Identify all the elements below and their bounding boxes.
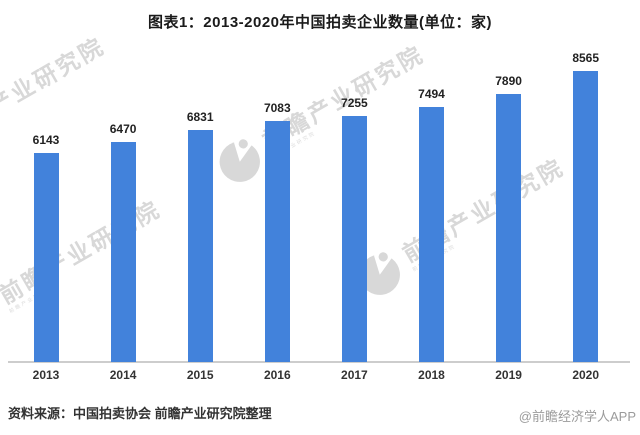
value-label-2019: 7890	[495, 74, 522, 88]
bar-2019	[496, 94, 522, 362]
bar-2016	[264, 121, 290, 362]
chart-title: 图表1：2013-2020年中国拍卖企业数量(单位：家)	[147, 14, 493, 31]
x-tick-label-2013: 2013	[32, 368, 60, 382]
x-tick-label-2017: 2017	[341, 368, 368, 382]
value-label-2020: 8565	[572, 51, 600, 65]
watermark: 前瞻产业研究院 前瞻产业研究院	[350, 149, 576, 305]
value-label-2015: 6831	[186, 110, 214, 124]
x-axis-line	[8, 361, 630, 363]
bar-2020	[573, 71, 599, 362]
x-tick-label-2020: 2020	[572, 368, 600, 382]
bar-2015	[187, 130, 213, 362]
bar-2018	[419, 107, 444, 362]
x-tick-label-2018: 2018	[418, 368, 445, 382]
source-text: 资料来源：中国拍卖协会 前瞻产业研究院整理	[8, 406, 272, 421]
bar-2013	[33, 153, 59, 362]
credit-text: @前瞻经济学人APP	[518, 409, 636, 424]
bar-2017	[341, 116, 367, 362]
x-tick-label-2014: 2014	[109, 368, 137, 382]
x-tick-label-2019: 2019	[495, 368, 522, 382]
bar-2014	[110, 142, 136, 362]
qianzhan-logo-icon	[219, 139, 260, 182]
value-label-2016: 7083	[263, 101, 291, 115]
x-tick-label-2016: 2016	[263, 368, 291, 382]
value-label-2013: 6143	[32, 133, 60, 147]
value-label-2017: 7255	[341, 96, 368, 110]
value-label-2018: 7494	[418, 87, 445, 101]
watermark: 前瞻产业研究院 前瞻产业研究院	[210, 36, 436, 192]
x-tick-label-2015: 2015	[186, 368, 214, 382]
value-label-2014: 6470	[109, 122, 137, 136]
qianzhan-logo-icon	[359, 252, 400, 295]
